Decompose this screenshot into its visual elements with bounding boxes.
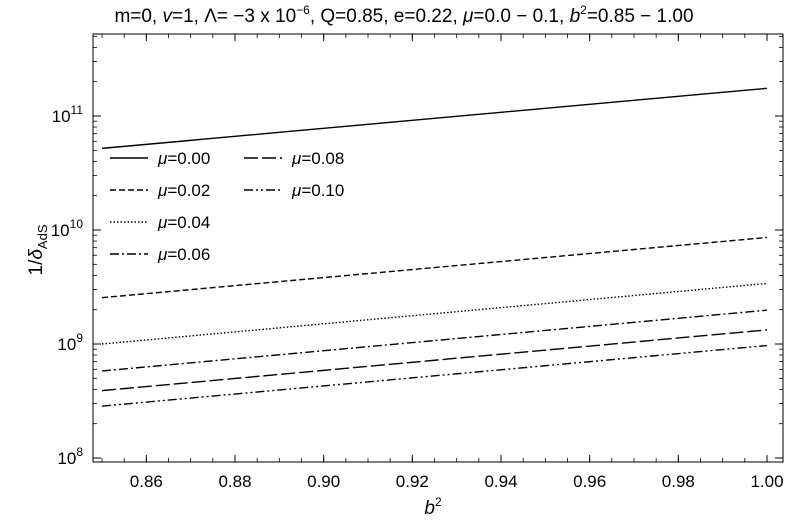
- x-axis-label: b2: [424, 495, 442, 519]
- series-line-1: [101, 236, 768, 299]
- x-tick-label: 0.92: [396, 472, 429, 491]
- series-layer: [101, 87, 768, 407]
- legend-label: μ=0.02: [157, 181, 210, 200]
- x-tick-label: 0.90: [307, 472, 340, 491]
- x-tick-label: 0.86: [130, 472, 163, 491]
- x-tick-label: 0.94: [484, 472, 517, 491]
- chart-title: m=0, v=1, Λ= −3 x 10−6, Q=0.85, e=0.22, …: [114, 3, 693, 27]
- x-tick-label: 0.88: [218, 472, 251, 491]
- legend-label: μ=0.08: [291, 149, 344, 168]
- series-line-0: [101, 87, 768, 150]
- legend-label: μ=0.10: [291, 181, 344, 200]
- y-tick-label: 109: [57, 331, 83, 354]
- y-tick-label: 1010: [51, 217, 84, 240]
- legend-label: μ=0.04: [157, 213, 210, 232]
- legend-label: μ=0.00: [157, 149, 210, 168]
- x-tick-label: 0.98: [662, 472, 695, 491]
- legend-label: μ=0.06: [157, 245, 210, 264]
- ticks-layer: 0.86 0.88 0.90 0.92 0.94 0.96 0.98 1.00 108 109 10…: [51, 34, 784, 491]
- series-line-5: [101, 344, 768, 407]
- y-tick-label: 1011: [52, 103, 84, 126]
- series-line-4: [101, 329, 768, 392]
- y-tick-label: 108: [57, 445, 83, 468]
- series-line-3: [101, 309, 768, 372]
- series-line-2: [101, 282, 768, 345]
- legend: μ=0.00 μ=0.02 μ=0.04 μ=0.06 μ=0.08 μ=0.10: [110, 149, 344, 264]
- x-tick-label: 1.00: [750, 472, 783, 491]
- x-tick-label: 0.96: [573, 472, 606, 491]
- y-axis-label: 1/δAdS: [26, 224, 50, 275]
